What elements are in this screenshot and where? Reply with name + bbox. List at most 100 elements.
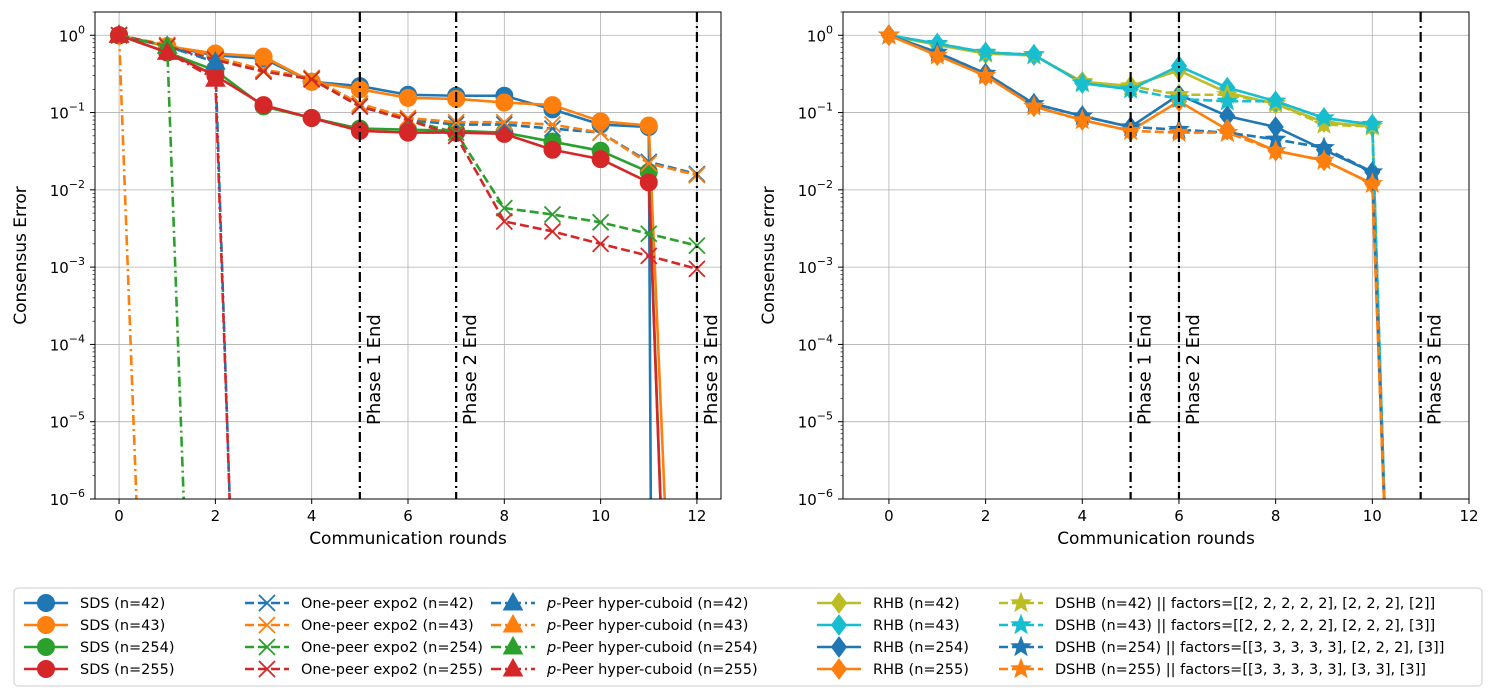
legend-label: p-Peer hyper-cuboid (n=42) (546, 596, 748, 612)
legend-marker (502, 613, 524, 633)
y-tick-label: 10−5 (798, 410, 833, 432)
x-tick-label: 0 (114, 507, 124, 525)
data-point (351, 95, 369, 113)
phase-lines: Phase 1 End Phase 2 End Phase 3 End (358, 12, 722, 499)
legend-entry: SDS (n=42) (24, 594, 165, 612)
y-tick-label: 10−3 (50, 255, 85, 277)
legend-marker (258, 638, 276, 656)
legend-marker (1010, 591, 1032, 613)
legend-label: RHB (n=254) (873, 640, 969, 656)
x-axis-label: Communication rounds (309, 529, 507, 549)
series-9 (108, 24, 138, 499)
series-5 (878, 23, 1386, 499)
y-tick-label: 10−1 (798, 101, 833, 123)
data-point (1216, 89, 1239, 111)
legend-label: One-peer expo2 (n=254) (301, 640, 483, 656)
legend-label: One-peer expo2 (n=42) (301, 596, 474, 612)
series-line (118, 34, 662, 499)
series-10 (108, 24, 185, 499)
y-tick-label: 100 (807, 23, 833, 45)
data-point (640, 247, 658, 265)
series-line (118, 34, 662, 499)
legend-marker (1010, 613, 1032, 635)
plot-area (108, 24, 706, 499)
legend-marker (830, 592, 848, 614)
data-point (254, 62, 273, 81)
legend-entry: DSHB (n=255) || factors=[[3, 3, 3, 3, 3]… (999, 657, 1426, 679)
x-axis: 0 2 4 6 8 10 12 (114, 499, 706, 525)
legend-entry: SDS (n=254) (24, 638, 175, 656)
series-11 (108, 24, 231, 499)
series-line (888, 33, 1386, 499)
data-point (591, 150, 610, 169)
legend-entry: p-Peer hyper-cuboid (n=42) (491, 591, 748, 612)
data-point (108, 24, 130, 43)
series-1 (880, 24, 1386, 499)
x-tick-label: 12 (687, 507, 706, 525)
data-point (543, 140, 562, 159)
phase-label: Phase 2 End (1183, 314, 1204, 425)
legend-label: p-Peer hyper-cuboid (n=43) (546, 618, 748, 634)
series-2 (880, 24, 1386, 499)
data-point (543, 205, 562, 224)
legend-marker (830, 658, 848, 680)
data-point (205, 68, 226, 87)
left-chart: Phase 1 End Phase 2 End Phase 3 End 0 2 4 6 8 10… (11, 11, 722, 549)
legend-marker (258, 616, 276, 634)
legend-label: DSHB (n=254) || factors=[[3, 3, 3, 3, 3]… (1055, 640, 1444, 656)
data-point (688, 260, 706, 278)
y-tick-label: 10−1 (50, 101, 85, 123)
data-point (302, 109, 321, 128)
x-tick-label: 8 (1271, 507, 1281, 525)
data-point (639, 173, 658, 192)
x-tick-label: 10 (591, 507, 610, 525)
data-point (495, 93, 514, 112)
y-tick-label: 10−4 (50, 332, 85, 354)
data-point (1023, 43, 1045, 64)
series-line (118, 34, 231, 499)
data-point (1313, 149, 1335, 170)
y-axis-label: Consensus Error (11, 186, 31, 324)
right-chart: Phase 1 End Phase 2 End Phase 3 End 0 2 4 6 8 10… (759, 11, 1479, 549)
y-tick-label: 10−5 (50, 410, 85, 432)
legend-entry: p-Peer hyper-cuboid (n=255) (491, 657, 758, 678)
x-tick-label: 6 (403, 507, 413, 525)
x-axis-label: Communication rounds (1057, 529, 1255, 549)
data-point (974, 40, 997, 62)
data-point (254, 47, 273, 66)
legend-marker (1010, 635, 1032, 657)
axes-frame (842, 11, 1470, 500)
data-point (1264, 139, 1287, 161)
data-point (639, 116, 658, 135)
legend-frame (13, 587, 1483, 687)
series-0 (110, 26, 658, 499)
data-point (1361, 172, 1384, 193)
legend-label: DSHB (n=255) || factors=[[3, 3, 3, 3, 3]… (1055, 662, 1426, 678)
legend-label: DSHB (n=42) || factors=[[2, 2, 2, 2, 2],… (1055, 596, 1435, 612)
phase-lines: Phase 1 End Phase 2 End Phase 3 End (1129, 12, 1446, 499)
series-line (118, 34, 653, 499)
y-tick-label: 10−4 (798, 332, 833, 354)
legend-entry: RHB (n=42) (817, 592, 960, 614)
data-point (926, 43, 949, 65)
data-point (303, 70, 321, 88)
series-7 (878, 23, 1386, 499)
x-tick-label: 4 (1078, 507, 1088, 525)
data-point (254, 60, 273, 79)
legend-entry: DSHB (n=42) || factors=[[2, 2, 2, 2, 2],… (999, 591, 1435, 613)
series-1 (110, 26, 667, 499)
data-point (399, 88, 417, 107)
phase-label: Phase 1 End (364, 314, 385, 425)
data-point (399, 123, 417, 142)
plot-area (878, 23, 1386, 499)
legend-label: RHB (n=43) (873, 618, 960, 634)
data-point (495, 113, 513, 131)
series-6 (878, 23, 1386, 499)
data-point (1216, 121, 1239, 142)
legend-entry: p-Peer hyper-cuboid (n=254) (491, 635, 758, 656)
legend-label: p-Peer hyper-cuboid (n=254) (546, 640, 758, 656)
series-0 (880, 24, 1386, 499)
y-tick-label: 10−2 (798, 178, 833, 200)
phase-label: Phase 1 End (1135, 314, 1156, 425)
